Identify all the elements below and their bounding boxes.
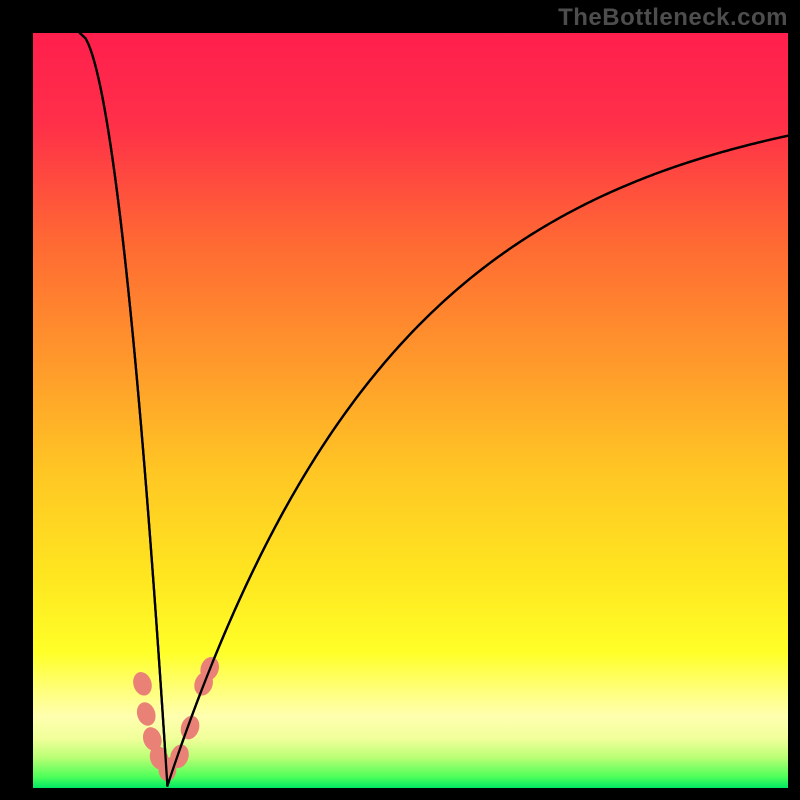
bottleneck-chart	[0, 0, 800, 800]
watermark-text: TheBottleneck.com	[558, 4, 788, 32]
